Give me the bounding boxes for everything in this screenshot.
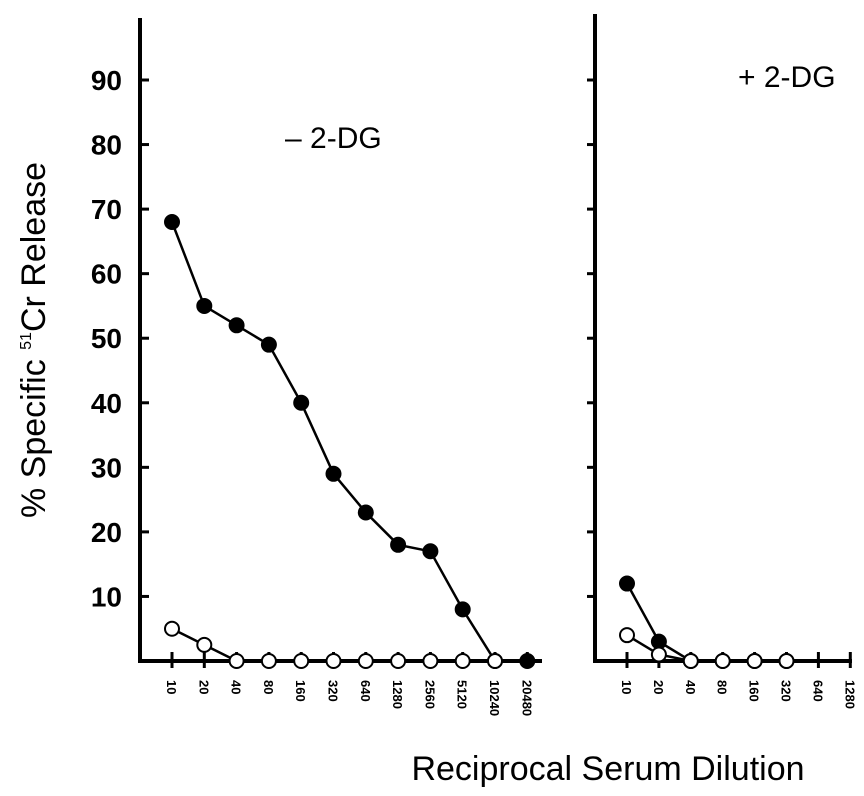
x-tick-label: 160 [747, 680, 762, 702]
x-tick-label: 640 [810, 680, 825, 702]
right-series [619, 575, 795, 669]
x-tick-label: 160 [293, 680, 308, 702]
data-point-open [325, 653, 342, 669]
data-point-filled [619, 575, 635, 592]
data-point-open [357, 653, 374, 669]
x-tick-label: 10 [619, 680, 634, 694]
right-y-ticks [587, 78, 595, 598]
y-tick-label: 70 [91, 194, 122, 225]
right-x-ticks: 10 20 40 80 160 320 640 1280 [619, 652, 857, 709]
panel-plus-2dg: + 2-DG 10 20 40 80 160 320 640 1280 [587, 14, 857, 709]
data-point-open [228, 653, 245, 669]
data-point-open [714, 653, 731, 669]
left-y-ticks: 10 20 30 40 50 60 70 80 90 [91, 65, 149, 612]
data-point-filled [325, 465, 342, 482]
panel-minus-2dg: – 2-DG 10 20 30 40 50 60 70 80 90 10 20 40 80 160 320… [91, 18, 542, 716]
data-point-open [422, 653, 439, 669]
data-point-filled [357, 504, 374, 521]
data-point-open [746, 653, 763, 669]
data-point-open [293, 653, 310, 669]
data-point-open [778, 653, 795, 669]
x-axis-title: Reciprocal Serum Dilution [411, 750, 804, 788]
data-point-open [164, 620, 180, 637]
x-tick-label: 5120 [455, 680, 470, 709]
left-series [164, 214, 536, 669]
data-point-filled [650, 633, 667, 650]
data-point-open [454, 653, 471, 669]
x-tick-label: 320 [779, 680, 794, 702]
data-point-open [390, 653, 407, 669]
y-tick-label: 90 [91, 65, 122, 96]
x-tick-label: 20 [196, 680, 211, 694]
data-point-open [260, 653, 277, 669]
data-point-filled [260, 336, 277, 353]
data-point-filled [164, 214, 180, 231]
x-tick-label: 640 [358, 680, 373, 702]
x-tick-label: 20480 [519, 680, 534, 716]
series-line-filled [170, 221, 528, 663]
x-tick-label: 320 [326, 680, 341, 702]
x-tick-label: 1280 [390, 680, 405, 709]
data-point-open [196, 636, 213, 653]
y-tick-label: 60 [91, 259, 122, 290]
data-point-open [682, 653, 699, 669]
data-point-filled [390, 536, 407, 553]
data-point-filled [454, 601, 471, 618]
y-tick-label: 10 [91, 581, 122, 612]
y-tick-label: 50 [91, 323, 122, 354]
x-tick-label: 80 [715, 680, 730, 694]
y-tick-label: 30 [91, 452, 122, 483]
y-tick-label: 20 [91, 517, 122, 548]
y-tick-label: 80 [91, 130, 122, 161]
data-point-filled [519, 653, 536, 669]
y-axis-title: % Specific 51Cr Release [15, 162, 53, 518]
left-panel-label: – 2-DG [285, 122, 382, 155]
series-line-open [626, 634, 787, 663]
data-point-open [619, 627, 635, 644]
data-point-open [487, 653, 503, 669]
data-point-open [650, 646, 667, 663]
y-tick-label: 40 [91, 388, 122, 419]
x-tick-label: 40 [683, 680, 698, 694]
x-tick-label: 10 [164, 680, 179, 694]
y-axis-title-suffix: Cr Release [15, 162, 53, 332]
right-panel-label: + 2-DG [738, 61, 836, 94]
data-point-filled [293, 394, 310, 411]
x-tick-label: 1280 [842, 680, 857, 709]
data-point-filled [196, 297, 213, 314]
x-tick-label: 20 [651, 680, 666, 694]
x-tick-label: 2560 [422, 680, 437, 709]
x-tick-label: 40 [229, 680, 244, 694]
x-tick-label: 10240 [487, 680, 502, 716]
data-point-filled [228, 317, 245, 334]
data-point-filled [422, 543, 439, 560]
x-tick-label: 80 [261, 680, 276, 694]
y-axis-title-prefix: % Specific [15, 350, 53, 518]
y-axis-title-superscript: 51 [18, 332, 35, 350]
